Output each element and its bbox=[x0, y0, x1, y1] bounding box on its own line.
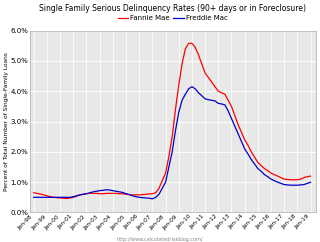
Freddie Mac bbox=[32, 196, 36, 199]
Freddie Mac bbox=[299, 183, 303, 186]
Freddie Mac bbox=[173, 129, 177, 132]
Freddie Mac bbox=[309, 181, 313, 184]
Legend: Fannie Mae, Freddie Mac: Fannie Mae, Freddie Mac bbox=[115, 12, 231, 24]
Line: Freddie Mac: Freddie Mac bbox=[34, 87, 311, 199]
Text: http://www.calculatedriskblog.com/: http://www.calculatedriskblog.com/ bbox=[117, 237, 203, 242]
Line: Fannie Mae: Fannie Mae bbox=[34, 43, 311, 198]
Freddie Mac bbox=[117, 190, 121, 193]
Fannie Mae bbox=[65, 197, 69, 200]
Fannie Mae bbox=[131, 193, 134, 196]
Freddie Mac bbox=[127, 193, 131, 196]
Freddie Mac bbox=[150, 197, 154, 200]
Fannie Mae bbox=[121, 192, 125, 195]
Fannie Mae bbox=[32, 191, 36, 194]
Y-axis label: Percent of Total Number of Single-Family Loans: Percent of Total Number of Single-Family… bbox=[4, 52, 9, 191]
Fannie Mae bbox=[309, 175, 313, 178]
Fannie Mae bbox=[187, 42, 191, 45]
Freddie Mac bbox=[190, 85, 194, 88]
Fannie Mae bbox=[117, 192, 121, 195]
Fannie Mae bbox=[81, 193, 85, 196]
Title: Single Family Serious Delinquency Rates (90+ days or in Foreclosure): Single Family Serious Delinquency Rates … bbox=[39, 4, 306, 13]
Freddie Mac bbox=[114, 190, 118, 193]
Fannie Mae bbox=[299, 178, 303, 181]
Freddie Mac bbox=[78, 193, 82, 196]
Fannie Mae bbox=[173, 108, 177, 111]
